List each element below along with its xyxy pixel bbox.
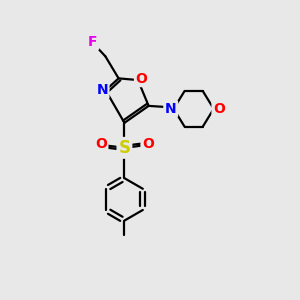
Text: N: N <box>165 102 176 116</box>
Text: F: F <box>88 34 98 49</box>
Text: O: O <box>142 137 154 151</box>
Text: O: O <box>136 72 147 86</box>
Text: O: O <box>95 137 107 151</box>
Text: N: N <box>96 83 108 97</box>
Text: S: S <box>118 139 130 157</box>
Text: O: O <box>213 102 225 116</box>
